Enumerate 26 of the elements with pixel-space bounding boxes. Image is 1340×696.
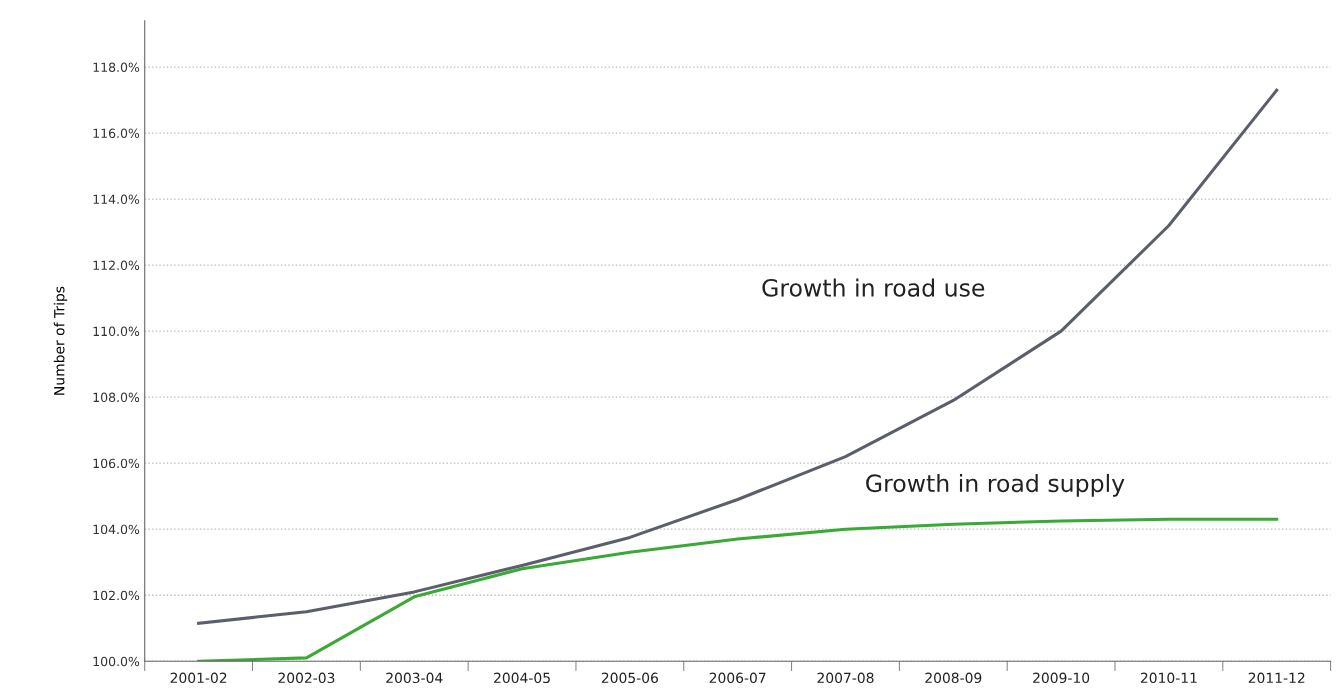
- line-series: [197, 88, 1279, 625]
- x-tick-label: 2006-07: [709, 672, 766, 684]
- x-tick-label: 2003-04: [386, 672, 443, 684]
- y-tick-label: 116.0%: [93, 128, 140, 139]
- y-axis-title: Number of Trips: [53, 286, 68, 395]
- x-tick-label: 2008-09: [925, 672, 982, 684]
- x-tick-label: 2004-05: [494, 672, 550, 684]
- y-tick-label: 118.0%: [93, 62, 140, 73]
- x-tick-label: 2010-11: [1140, 672, 1197, 684]
- y-tick-label: 102.0%: [93, 590, 140, 601]
- y-tick-label: 108.0%: [93, 392, 140, 403]
- x-tick-label: 2001-02: [170, 672, 227, 684]
- x-tick-label: 2007-08: [817, 672, 874, 684]
- x-tick-label: 2009-10: [1033, 672, 1090, 684]
- y-tick-label: 112.0%: [93, 260, 140, 271]
- x-tick-label: 2005-06: [601, 672, 658, 684]
- series-label: Growth in road supply: [866, 473, 1125, 497]
- x-tick-label: 2002-03: [278, 672, 335, 684]
- y-tick-label: 110.0%: [93, 326, 140, 337]
- text: Growth in road use: [762, 278, 985, 297]
- y-tick-label: 104.0%: [93, 524, 140, 535]
- x-tick-label: 2011-12: [1248, 672, 1305, 684]
- y-tick-label: 114.0%: [93, 194, 140, 205]
- y-tick-label: 106.0%: [93, 458, 140, 469]
- y-tick-label: 100.0%: [93, 656, 140, 667]
- line-series: [197, 517, 1279, 662]
